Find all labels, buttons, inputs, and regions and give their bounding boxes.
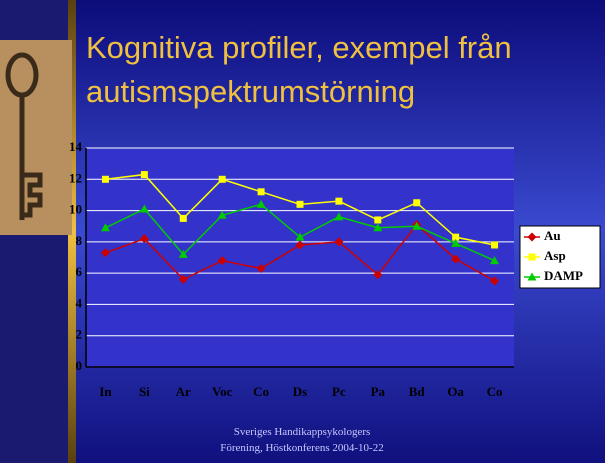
marker (297, 201, 304, 208)
y-tick-label: 14 (69, 139, 83, 154)
x-tick-label: Oa (447, 384, 464, 399)
y-tick-label: 2 (76, 327, 83, 342)
y-tick-label: 8 (76, 233, 83, 248)
marker (258, 188, 265, 195)
footer: Sveriges Handikappsykologers (234, 426, 371, 438)
x-tick-label: Si (139, 384, 150, 399)
legend-label: Au (544, 228, 561, 243)
x-tick-label: Ar (176, 384, 191, 399)
marker (141, 171, 148, 178)
marker (413, 199, 420, 206)
y-tick-label: 6 (76, 264, 83, 279)
x-tick-label: Co (253, 384, 269, 399)
marker (335, 198, 342, 205)
y-tick-label: 4 (76, 295, 83, 310)
y-tick-label: 12 (69, 170, 82, 185)
slide: Kognitiva profiler, exempel från autisms… (0, 0, 605, 463)
x-tick-label: Voc (212, 384, 233, 399)
marker (491, 241, 498, 248)
slide-title: autismspektrumstörning (86, 74, 415, 109)
x-tick-label: Pa (371, 384, 386, 399)
footer: Förening, Höstkonferens 2004-10-22 (220, 442, 383, 454)
marker (219, 176, 226, 183)
y-tick-label: 0 (76, 358, 83, 373)
x-tick-label: Bd (409, 384, 426, 399)
legend-label: Asp (544, 248, 566, 263)
x-tick-label: In (99, 384, 112, 399)
marker (102, 176, 109, 183)
x-tick-label: Ds (293, 384, 307, 399)
marker (374, 216, 381, 223)
legend-label: DAMP (544, 268, 583, 283)
x-tick-label: Pc (332, 384, 346, 399)
legend-marker (529, 254, 536, 261)
slide-title: Kognitiva profiler, exempel från (86, 30, 512, 65)
x-tick-label: Co (487, 384, 503, 399)
y-tick-label: 10 (69, 202, 82, 217)
marker (180, 215, 187, 222)
